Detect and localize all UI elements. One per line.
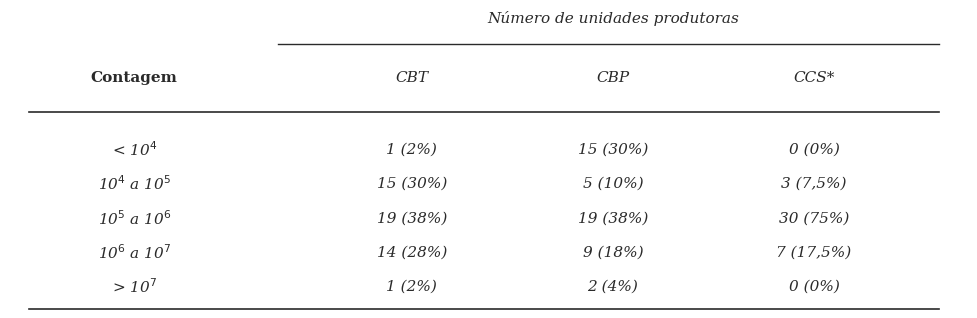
- Text: 7 (17,5%): 7 (17,5%): [777, 245, 852, 259]
- Text: > 10$^7$: > 10$^7$: [111, 277, 156, 296]
- Text: 2 (4%): 2 (4%): [587, 280, 638, 294]
- Text: 15 (30%): 15 (30%): [377, 177, 447, 191]
- Text: 10$^4$ a 10$^5$: 10$^4$ a 10$^5$: [98, 175, 171, 193]
- Text: 14 (28%): 14 (28%): [377, 245, 447, 259]
- Text: CBT: CBT: [396, 71, 428, 85]
- Text: Contagem: Contagem: [91, 71, 178, 85]
- Text: 1 (2%): 1 (2%): [387, 143, 438, 157]
- Text: 9 (18%): 9 (18%): [582, 245, 643, 259]
- Text: 19 (38%): 19 (38%): [577, 211, 648, 225]
- Text: 0 (0%): 0 (0%): [788, 280, 839, 294]
- Text: 30 (75%): 30 (75%): [779, 211, 849, 225]
- Text: CCS*: CCS*: [793, 71, 834, 85]
- Text: 10$^6$ a 10$^7$: 10$^6$ a 10$^7$: [98, 243, 171, 262]
- Text: < 10$^4$: < 10$^4$: [111, 140, 157, 159]
- Text: 5 (10%): 5 (10%): [582, 177, 643, 191]
- Text: 19 (38%): 19 (38%): [377, 211, 447, 225]
- Text: 10$^5$ a 10$^6$: 10$^5$ a 10$^6$: [98, 209, 171, 228]
- Text: 1 (2%): 1 (2%): [387, 280, 438, 294]
- Text: 0 (0%): 0 (0%): [788, 143, 839, 157]
- Text: 15 (30%): 15 (30%): [577, 143, 648, 157]
- Text: Número de unidades produtoras: Número de unidades produtoras: [487, 11, 739, 26]
- Text: CBP: CBP: [596, 71, 629, 85]
- Text: 3 (7,5%): 3 (7,5%): [782, 177, 847, 191]
